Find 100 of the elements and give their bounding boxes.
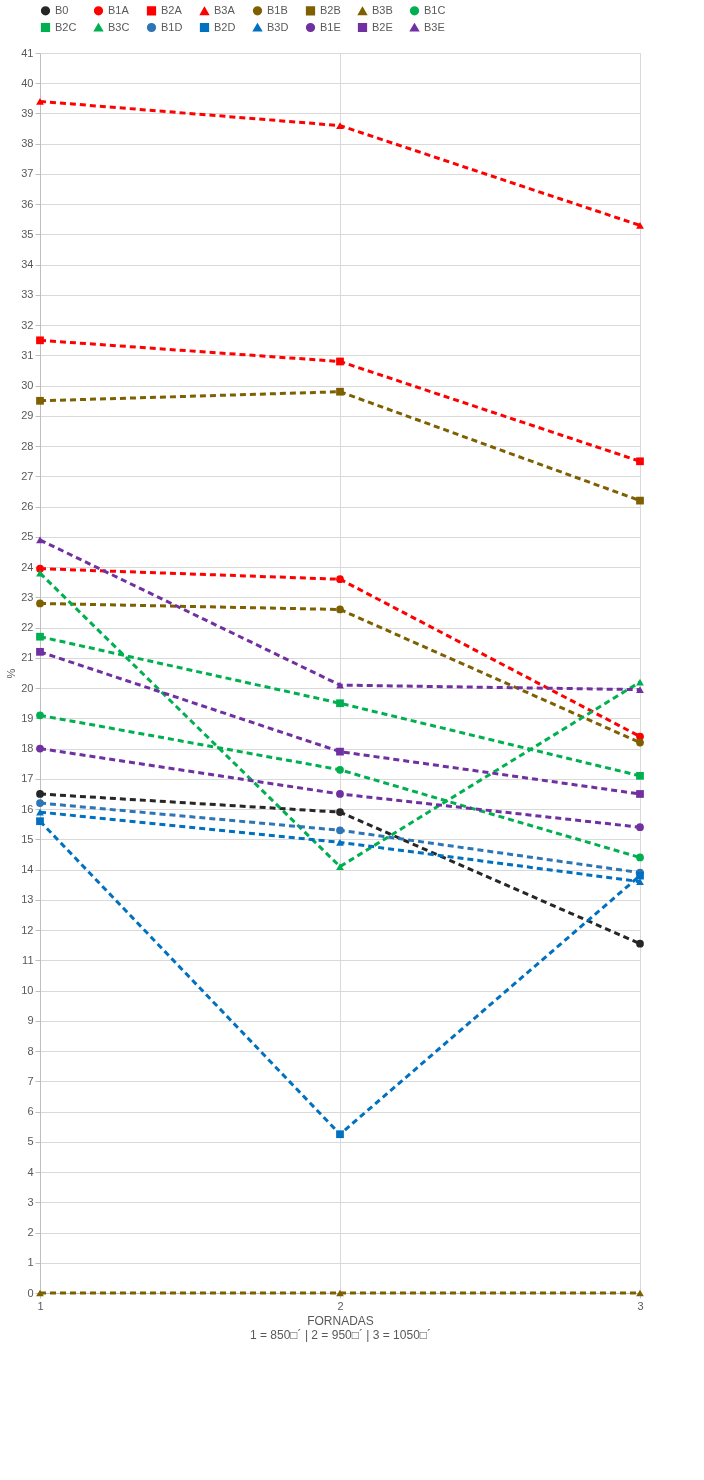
legend-label: B3D — [267, 20, 289, 33]
y-tick-label: 9 — [27, 1014, 34, 1027]
y-tick-label: 23 — [21, 590, 34, 603]
legend-label: B1D — [161, 20, 183, 33]
y-tick-label: 14 — [21, 863, 34, 876]
y-tick-label: 40 — [21, 76, 34, 89]
x-tick-label: 3 — [637, 1299, 644, 1312]
point — [36, 790, 44, 798]
point — [336, 122, 344, 129]
point — [36, 632, 44, 641]
legend-label: B1B — [267, 3, 288, 16]
point — [36, 599, 44, 608]
point — [36, 647, 44, 656]
point — [336, 605, 344, 614]
y-tick-label: 15 — [21, 832, 34, 845]
y-tick-label: 28 — [21, 439, 34, 452]
point — [36, 536, 44, 544]
y-tick-label: 24 — [21, 560, 34, 573]
y-tick-label: 6 — [27, 1105, 34, 1118]
point — [636, 878, 644, 886]
y-tick-label: 16 — [21, 802, 34, 815]
y-tick-label: 38 — [21, 137, 34, 150]
y-tick-label: 32 — [21, 318, 34, 331]
y-tick-label: 39 — [21, 106, 34, 119]
point — [336, 826, 344, 835]
y-tick-label: 22 — [21, 621, 34, 634]
point — [36, 744, 44, 753]
point — [336, 808, 344, 816]
point — [636, 738, 644, 747]
point — [336, 747, 344, 756]
y-tick-label: 34 — [21, 258, 34, 271]
y-tick-label: 0 — [27, 1286, 34, 1299]
point — [36, 98, 44, 105]
legend-label: B2B — [320, 3, 341, 16]
y-tick-label: 26 — [21, 500, 34, 513]
x-tick-label: 1 — [37, 1299, 44, 1312]
y-tick-label: 36 — [21, 197, 34, 210]
point — [36, 799, 44, 807]
point — [36, 711, 44, 720]
y-tick-label: 27 — [21, 469, 34, 482]
point — [636, 771, 644, 780]
legend-label: B1E — [320, 20, 341, 33]
x-tick-label: 2 — [337, 1299, 344, 1312]
y-tick-label: 37 — [21, 167, 34, 180]
legend-label: B3E — [424, 20, 445, 33]
y-tick-label: 29 — [21, 409, 34, 422]
point — [336, 790, 344, 798]
point — [636, 853, 644, 862]
point — [336, 575, 344, 584]
point — [636, 222, 644, 229]
legend-label: B2C — [55, 20, 77, 33]
point — [336, 1130, 344, 1139]
y-tick-label: 10 — [21, 984, 34, 997]
point — [336, 765, 344, 774]
y-tick-label: 35 — [21, 227, 34, 240]
y-tick-label: 5 — [27, 1135, 34, 1148]
legend-label: B0 — [55, 3, 69, 16]
legend-label: B2E — [372, 20, 393, 33]
legend-label: B3C — [108, 20, 130, 33]
point — [336, 699, 344, 708]
y-tick-label: 12 — [21, 923, 34, 936]
y-tick-label: 21 — [21, 651, 34, 664]
y-tick-label: 19 — [21, 711, 34, 724]
point — [36, 569, 44, 577]
x-axis-title: FORNADAS — [307, 1313, 374, 1328]
legend-label: B1A — [108, 3, 130, 16]
legend-label: B2A — [161, 3, 183, 16]
legend-label: B3A — [214, 4, 236, 17]
legend-label: B3B — [372, 4, 393, 17]
y-tick-label: 25 — [21, 530, 34, 543]
point — [336, 357, 344, 366]
y-tick-label: 11 — [22, 953, 34, 966]
y-tick-label: 2 — [27, 1226, 34, 1239]
y-tick-label: 3 — [27, 1195, 34, 1208]
point — [336, 863, 344, 870]
legend-label: B1C — [424, 3, 446, 16]
y-tick-label: 33 — [21, 288, 34, 301]
point — [336, 839, 344, 846]
point — [36, 396, 44, 405]
point — [636, 823, 644, 832]
point — [36, 817, 44, 826]
point — [336, 387, 344, 396]
y-tick-label: 17 — [21, 772, 34, 785]
y-axis-title: % — [5, 668, 18, 679]
point — [636, 790, 644, 798]
y-tick-label: 1 — [27, 1256, 34, 1269]
y-tick-label: 41 — [21, 46, 34, 59]
y-tick-label: 13 — [21, 893, 34, 906]
point — [636, 686, 644, 693]
point — [636, 939, 644, 948]
y-tick-label: 30 — [21, 379, 34, 392]
text: 1 = 850□´ | 2 = 950□´ | 3 = 1050□´ — [249, 1327, 432, 1342]
y-tick-label: 18 — [21, 742, 34, 755]
legend-label: B2D — [214, 20, 236, 33]
point — [36, 336, 44, 345]
y-tick-label: 8 — [27, 1044, 34, 1057]
point — [636, 457, 644, 466]
y-tick-label: 7 — [27, 1074, 34, 1087]
y-tick-label: 4 — [27, 1165, 34, 1178]
y-tick-label: 20 — [21, 681, 34, 694]
